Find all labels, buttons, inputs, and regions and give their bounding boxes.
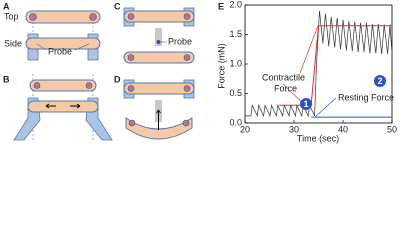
panel-label: A [3,1,10,11]
x-tick-label: 50 [387,124,397,134]
panel-label: E [218,1,224,11]
pointer [74,43,90,51]
annotation-label: Contractile [262,72,305,82]
tissue-side [25,37,101,50]
arrow [156,109,161,130]
post-top [128,119,136,127]
x-tick-label: 30 [289,124,299,134]
probe [155,28,162,46]
tissue-top [25,10,101,24]
y-tick-label: 1.0 [229,58,242,68]
post-top [183,54,191,61]
post-top [183,85,191,92]
view-label: Side [4,38,22,48]
arrow [70,103,81,109]
y-axis-label: Force (mN) [216,43,226,89]
pointer [299,25,319,74]
tissue-side [27,100,99,113]
marker-badge [374,75,386,87]
tissue-bent [125,117,193,140]
tissue-top [123,10,195,23]
post-top [127,13,135,20]
panel-label: D [114,74,121,84]
post-top [85,82,93,89]
force-trace [245,10,393,118]
probe-label: Probe [48,46,72,56]
tissue-top [123,82,195,95]
y-tick-label: 0.5 [229,88,242,98]
pointer [36,43,47,51]
annotation-label: Force [274,83,297,93]
probe-tip [156,40,161,44]
post-top [89,13,97,21]
probe-label: Probe [168,36,192,46]
y-tick-label: 0.0 [229,117,242,127]
tissue-top [123,51,195,64]
x-tick-label: 20 [240,124,250,134]
annotation-label: Resting Force [338,92,394,102]
x-tick-label: 40 [338,124,348,134]
marker-badge [300,98,312,110]
view-label: Top [4,11,19,21]
post-top [183,13,191,20]
post-top [182,119,190,127]
post-top [33,82,41,89]
y-tick-label: 1.5 [229,29,242,39]
post-top [29,13,37,21]
panel-label: C [114,1,121,11]
marker-label: 2 [377,76,382,86]
pointer [314,97,337,118]
figure: A Top Side Probe B C Probe D E Force (mN… [3,0,397,143]
post-top [127,85,135,92]
panel-label: B [3,74,10,84]
marker-label: 1 [303,99,308,109]
x-axis-label: Time (sec) [297,133,339,143]
y-tick-label: 2.0 [229,0,242,9]
reference-line [279,25,392,106]
post-top [127,54,135,61]
arrow [45,103,56,109]
tissue-top [29,79,97,92]
